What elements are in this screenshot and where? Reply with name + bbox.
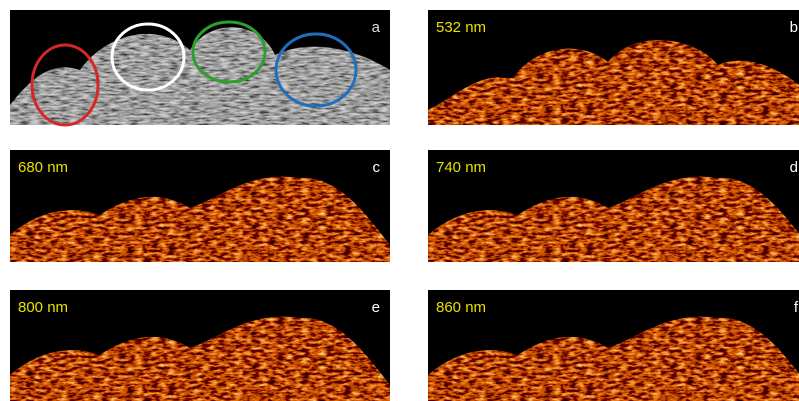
image-panel: d 740 nm <box>428 150 799 262</box>
wavelength-label: 800 nm <box>18 299 68 316</box>
panel-letter: b <box>790 19 798 36</box>
image-panel: e 800 nm <box>10 290 390 401</box>
panel-letter: d <box>790 159 798 176</box>
wavelength-label: 740 nm <box>436 159 486 176</box>
panel-letter: a <box>372 19 381 36</box>
wavelength-label: 860 nm <box>436 299 486 316</box>
image-panel: a <box>10 10 390 125</box>
panel-letter: c <box>373 159 381 176</box>
wavelength-label: 680 nm <box>18 159 68 176</box>
wavelength-label: 532 nm <box>436 19 486 36</box>
panel-letter: e <box>372 299 380 316</box>
figure: a b 532 nm c 680 nm d 740 nm e 800 nm f860 nm <box>0 0 799 401</box>
image-panel: c 680 nm <box>10 150 390 262</box>
image-panel: b 532 nm <box>428 10 799 125</box>
